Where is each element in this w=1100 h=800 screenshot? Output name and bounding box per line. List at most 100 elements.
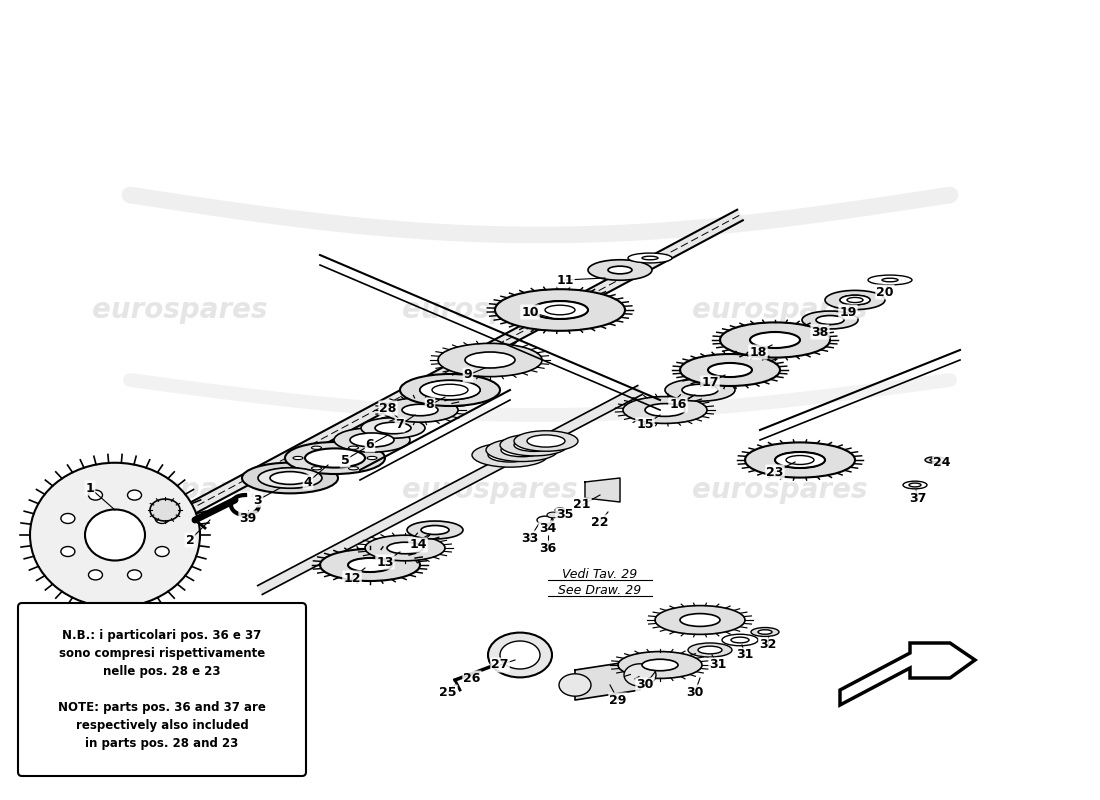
Ellipse shape [720,322,830,358]
Ellipse shape [514,438,554,451]
Ellipse shape [722,634,758,646]
Ellipse shape [365,535,446,561]
Ellipse shape [802,311,858,329]
Ellipse shape [618,651,702,678]
Ellipse shape [688,643,732,657]
Ellipse shape [786,455,814,465]
Ellipse shape [60,546,75,557]
Polygon shape [585,478,620,502]
Ellipse shape [30,462,200,607]
Ellipse shape [825,290,886,310]
Ellipse shape [654,606,745,634]
Ellipse shape [350,433,394,447]
Polygon shape [575,660,640,700]
Ellipse shape [85,510,145,561]
Ellipse shape [682,384,718,396]
Ellipse shape [361,418,425,438]
Ellipse shape [544,305,575,314]
Ellipse shape [438,343,542,377]
Text: 31: 31 [736,649,754,662]
Ellipse shape [495,289,625,331]
Text: 8: 8 [426,398,434,411]
Ellipse shape [128,570,142,580]
Ellipse shape [840,295,870,305]
Text: 33: 33 [521,531,539,545]
Ellipse shape [500,443,543,457]
Ellipse shape [556,508,565,512]
Ellipse shape [547,512,559,518]
Ellipse shape [320,549,420,581]
Ellipse shape [128,490,142,500]
Text: 19: 19 [839,306,857,318]
Text: 22: 22 [592,515,608,529]
Ellipse shape [400,374,500,406]
Text: eurospares: eurospares [92,476,267,504]
Ellipse shape [258,468,322,488]
Ellipse shape [382,398,458,422]
Text: 16: 16 [669,398,686,411]
Ellipse shape [816,315,844,325]
Polygon shape [257,386,642,594]
Ellipse shape [242,462,338,494]
Ellipse shape [532,301,588,319]
Ellipse shape [645,403,685,416]
Text: 18: 18 [749,346,767,358]
Text: 6: 6 [365,438,374,451]
Text: eurospares: eurospares [692,476,868,504]
Ellipse shape [698,646,722,654]
Ellipse shape [751,627,779,637]
Ellipse shape [285,442,385,474]
Ellipse shape [88,490,102,500]
Ellipse shape [776,452,825,468]
Text: 37: 37 [910,491,926,505]
Ellipse shape [432,384,468,396]
Ellipse shape [527,435,565,447]
Ellipse shape [88,570,102,580]
Text: 21: 21 [573,498,591,511]
Ellipse shape [624,664,656,686]
Text: 31: 31 [710,658,727,671]
Ellipse shape [420,380,480,400]
Ellipse shape [680,614,720,626]
Ellipse shape [642,256,658,260]
Ellipse shape [155,546,169,557]
Text: 35: 35 [557,509,574,522]
Ellipse shape [488,448,532,462]
Ellipse shape [60,514,75,523]
Text: 9: 9 [464,369,472,382]
Text: 25: 25 [439,686,456,698]
Ellipse shape [367,456,377,459]
Ellipse shape [903,481,927,489]
Ellipse shape [608,266,632,274]
Text: 23: 23 [767,466,783,478]
Ellipse shape [421,526,449,534]
Ellipse shape [349,466,359,470]
Ellipse shape [750,332,800,348]
Ellipse shape [930,458,940,462]
Ellipse shape [882,278,898,282]
FancyBboxPatch shape [18,603,306,776]
Ellipse shape [532,301,588,319]
Ellipse shape [680,354,780,386]
Text: 28: 28 [379,402,397,414]
Text: See Draw. 29: See Draw. 29 [559,585,641,598]
Ellipse shape [305,448,365,467]
Ellipse shape [407,521,463,539]
Ellipse shape [642,659,678,670]
Text: 34: 34 [539,522,557,534]
Ellipse shape [334,428,410,452]
Ellipse shape [500,434,568,456]
Ellipse shape [666,379,735,402]
Ellipse shape [847,298,864,302]
Text: 17: 17 [702,377,718,390]
Text: 14: 14 [409,538,427,551]
Ellipse shape [348,558,392,572]
Ellipse shape [559,674,591,696]
Ellipse shape [745,442,855,478]
Text: 27: 27 [492,658,508,671]
Ellipse shape [260,468,320,488]
Text: 26: 26 [463,671,481,685]
Text: eurospares: eurospares [92,296,267,324]
Text: 13: 13 [376,555,394,569]
Ellipse shape [758,630,772,634]
